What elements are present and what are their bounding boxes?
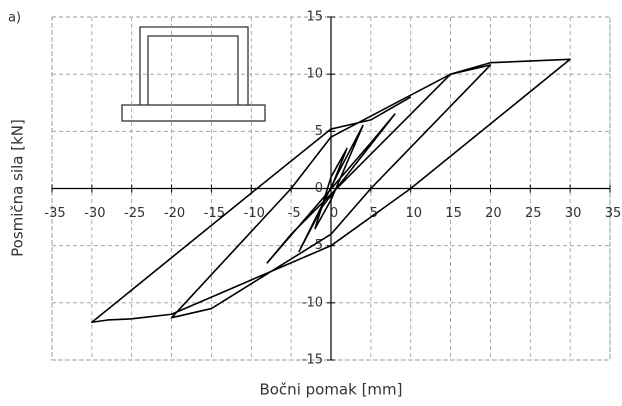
x-tick-label: 5	[370, 206, 378, 221]
x-tick-label: 10	[405, 206, 422, 221]
data-line	[91, 58, 571, 324]
y-tick-label: -15	[302, 353, 323, 368]
x-tick-label: -25	[124, 206, 145, 221]
y-tick-label: 0	[315, 181, 323, 196]
y-tick-label: 10	[306, 67, 323, 82]
x-tick-label: 25	[525, 206, 542, 221]
x-tick-label: -5	[288, 206, 301, 221]
y-axis-label: Posmična sila [kN]	[9, 119, 27, 257]
x-tick-label: -10	[244, 206, 265, 221]
y-tick-label: 5	[315, 124, 323, 139]
y-tick-label: 15	[306, 10, 323, 25]
x-tick-label: 0	[330, 206, 338, 221]
x-tick-label: 20	[485, 206, 502, 221]
y-tick-label: -10	[302, 295, 323, 310]
x-tick-label: -30	[84, 206, 105, 221]
x-tick-label: 15	[445, 206, 462, 221]
x-tick-label: -35	[44, 206, 65, 221]
x-tick-label: -15	[204, 206, 225, 221]
panel-label: a)	[8, 11, 21, 26]
frame-icon	[121, 26, 266, 122]
x-axis-label: Bočni pomak [mm]	[259, 381, 402, 399]
x-tick-label: 35	[605, 206, 622, 221]
x-tick-label: 30	[565, 206, 582, 221]
x-tick-label: -20	[164, 206, 185, 221]
